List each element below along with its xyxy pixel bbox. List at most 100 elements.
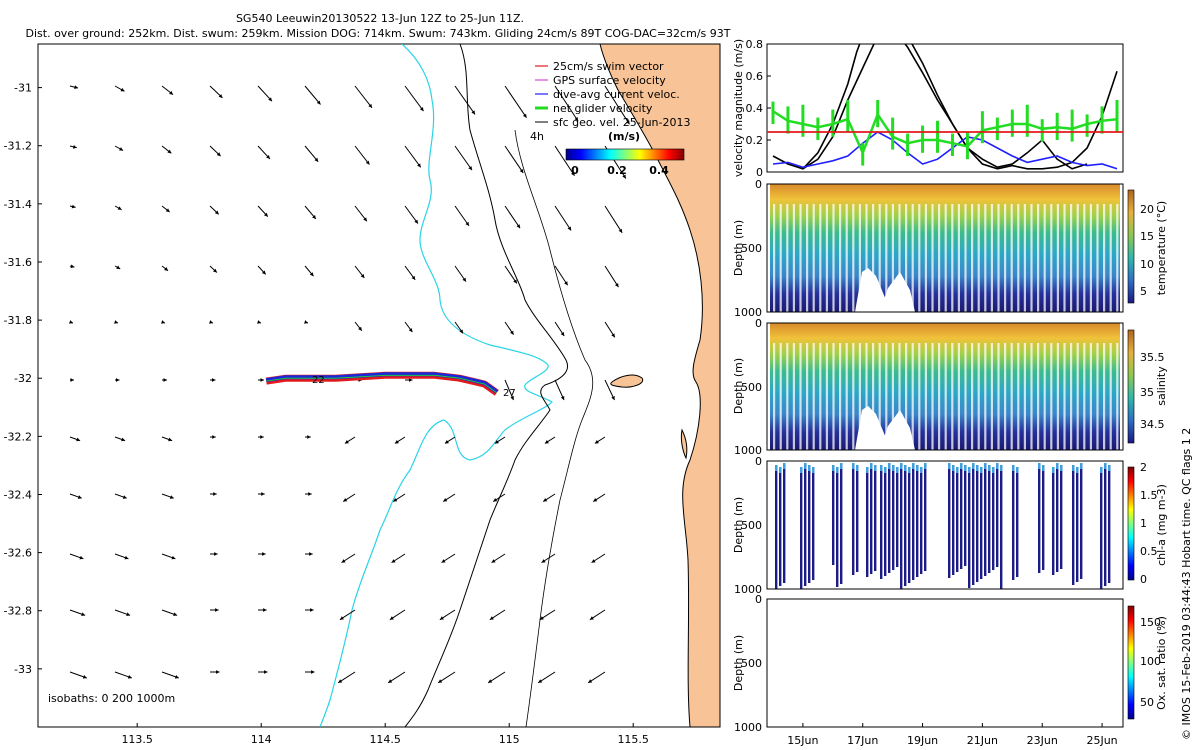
oxygen-cbar-label: Ox. sat. ratio (%) <box>1155 616 1168 710</box>
geo-velocity-arrowhead <box>391 559 396 563</box>
velocity-series-green <box>772 110 1118 157</box>
profile-gap <box>806 343 809 450</box>
oxygen-cbar-tick-2: 150 <box>1140 616 1161 629</box>
geo-velocity-arrowhead <box>594 439 599 444</box>
chla-surface <box>960 463 963 469</box>
chla-ytick-1: 500 <box>741 519 762 532</box>
geo-velocity-arrow <box>554 145 575 177</box>
profile-gap <box>885 204 888 312</box>
geo-velocity-arrowhead <box>167 149 172 154</box>
profile-gap <box>872 343 875 450</box>
profile-gap <box>1076 343 1079 450</box>
temperature-ylabel: Depth (m) <box>732 220 745 276</box>
chla-profile <box>992 467 995 570</box>
geo-velocity-arrowhead <box>216 670 220 674</box>
geo-velocity-arrowhead <box>368 103 372 108</box>
profile-gap <box>845 343 848 450</box>
chla-surface <box>1000 465 1003 471</box>
geo-velocity-arrowhead <box>308 492 312 496</box>
chla-profile <box>800 467 803 589</box>
profile-gap <box>1096 343 1099 450</box>
profile-gap <box>944 204 947 312</box>
salinity-colorbar <box>1127 329 1135 444</box>
geo-velocity-arrowhead <box>459 329 463 334</box>
map-xtick-label: 114.5 <box>369 733 401 746</box>
geo-velocity-arrowhead <box>76 437 81 442</box>
chla-surface <box>1042 465 1045 471</box>
profile-gap <box>905 343 908 450</box>
geo-velocity-arrowhead <box>71 204 76 209</box>
profile-gap <box>977 204 980 312</box>
chla-surface <box>1056 463 1059 469</box>
profile-gap <box>918 204 921 312</box>
chla-profile <box>916 465 919 577</box>
salinity-field <box>770 323 1120 450</box>
time-label: 4h <box>530 130 544 143</box>
geo-velocity-arrowhead <box>539 616 544 620</box>
geo-velocity-arrowhead <box>260 378 264 382</box>
profile-gap <box>839 204 842 312</box>
geo-velocity-arrowhead <box>574 117 578 121</box>
geo-velocity-arrow <box>554 205 572 231</box>
map-ytick-label: -32 <box>14 372 32 385</box>
geo-velocity-arrowhead <box>567 226 572 231</box>
geo-velocity-arrowhead <box>120 87 125 92</box>
profile-gap <box>799 343 802 450</box>
profile-gap <box>1103 204 1106 312</box>
geo-velocity-arrowhead <box>72 144 77 149</box>
geo-velocity-arrowhead <box>618 228 623 233</box>
chla-profile <box>1056 463 1059 572</box>
profile-gap <box>773 204 776 312</box>
profile-gap <box>1076 204 1079 312</box>
geo-velocity-arrowhead <box>444 439 449 444</box>
chla-surface <box>836 467 839 473</box>
temperature-colorbar <box>1127 189 1135 304</box>
chla-surface <box>812 467 815 473</box>
geo-velocity-arrowhead <box>309 272 314 277</box>
geo-velocity-arrowhead <box>544 439 549 444</box>
chla-surface <box>856 465 859 471</box>
chla-surface <box>1060 465 1063 471</box>
profile-gap <box>1050 204 1053 312</box>
track-label-end: 27 <box>503 388 516 399</box>
title-line-2: Dist. over ground: 252km. Dist. swum: 25… <box>26 27 731 40</box>
chla-surface <box>1052 467 1055 473</box>
geo-velocity-arrowhead <box>388 679 393 683</box>
geo-velocity-arrowhead <box>360 274 365 278</box>
oxygen-panel: Depth (m) 0 500 1000 15Jun 17Jun 19Jun 21Ju… <box>732 593 1168 747</box>
chla-surface <box>866 467 869 473</box>
copyright-note: © IMOS 15-Feb-2019 03:44:43 Hobart time.… <box>1180 428 1193 740</box>
geo-velocity-arrowhead <box>614 283 619 288</box>
chla-surface <box>1072 465 1075 471</box>
profile-gap <box>911 204 914 312</box>
map-ytick-label: -31.6 <box>4 256 32 269</box>
chla-profile <box>832 465 835 565</box>
geo-velocity-arrowhead <box>408 378 413 382</box>
profile-gap <box>1010 343 1013 450</box>
salinity-ytick-2: 1000 <box>734 444 762 457</box>
geo-velocity-arrowhead <box>494 439 499 444</box>
geo-velocity-arrowhead <box>417 163 421 168</box>
profile-gap <box>819 204 822 312</box>
oxygen-xtick-label: 23Jun <box>1027 734 1058 747</box>
profile-gap <box>1109 343 1112 450</box>
map-xtick-label: 114 <box>251 733 272 746</box>
chla-cbar-tick-3: 1.5 <box>1140 489 1158 502</box>
chla-profile <box>948 463 951 578</box>
geo-velocity-arrowhead <box>439 616 444 620</box>
profile-gap <box>858 343 861 450</box>
map-ytick-label: -31.8 <box>4 314 32 327</box>
chla-surface <box>900 463 903 469</box>
geo-velocity-arrowhead <box>260 435 264 439</box>
oxygen-colorbar <box>1127 605 1135 720</box>
profile-gap <box>773 343 776 450</box>
geo-velocity-arrowhead <box>611 396 615 400</box>
map-ytick-label: -31 <box>14 82 32 95</box>
velocity-y-ticks: 0 0.2 0.4 0.6 0.8 <box>746 38 771 179</box>
map-y-ticks: -31 -31.2 -31.4 -31.6 -31.8 -32 -32.2 -32.4 -32.… <box>4 82 42 676</box>
geo-velocity-arrowhead <box>264 212 268 217</box>
island-rottnest <box>610 374 644 388</box>
map-ytick-label: -32.8 <box>4 605 32 618</box>
profile-gap <box>1089 204 1092 312</box>
profile-gap <box>911 343 914 450</box>
